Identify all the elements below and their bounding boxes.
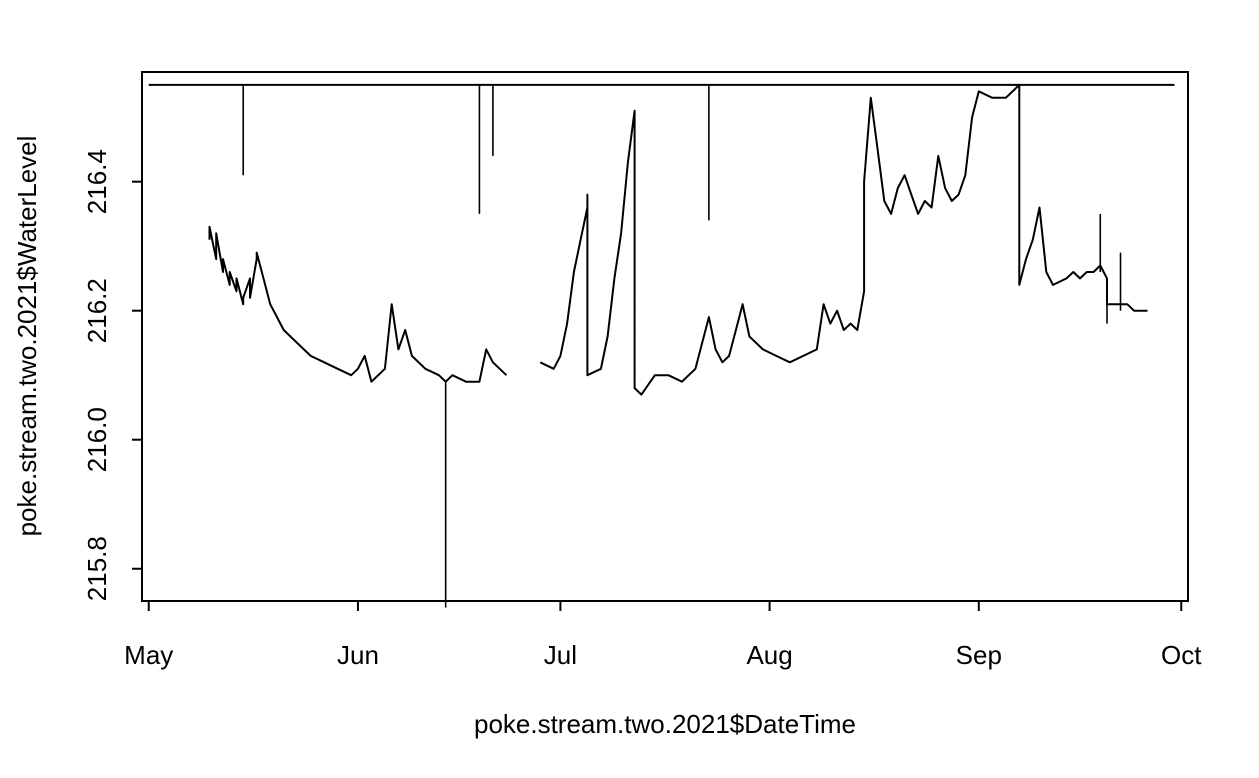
spike-layer [242,84,1122,608]
series-line-segment [208,225,508,383]
series-layer [148,83,1175,396]
y-axis-label: poke.stream.two.2021$WaterLevel [12,136,42,537]
x-tick-label: Jun [337,640,379,670]
x-axis: May Jun Jul Aug Sep Oct [124,600,1202,670]
x-axis-label: poke.stream.two.2021$DateTime [474,709,856,739]
x-tick-label: May [124,640,173,670]
series-line-segment [539,83,1148,396]
x-tick-label: Aug [746,640,792,670]
y-tick-label: 216.2 [82,278,112,343]
x-tick-label: Sep [956,640,1002,670]
y-tick-label: 215.8 [82,536,112,601]
x-tick-label: Oct [1161,640,1202,670]
y-tick-label: 216.4 [82,149,112,214]
x-tick-label: Jul [544,640,577,670]
y-axis: 215.8 216.0 216.2 216.4 [82,149,143,601]
plot-frame [141,71,1189,602]
y-tick-label: 216.0 [82,407,112,472]
